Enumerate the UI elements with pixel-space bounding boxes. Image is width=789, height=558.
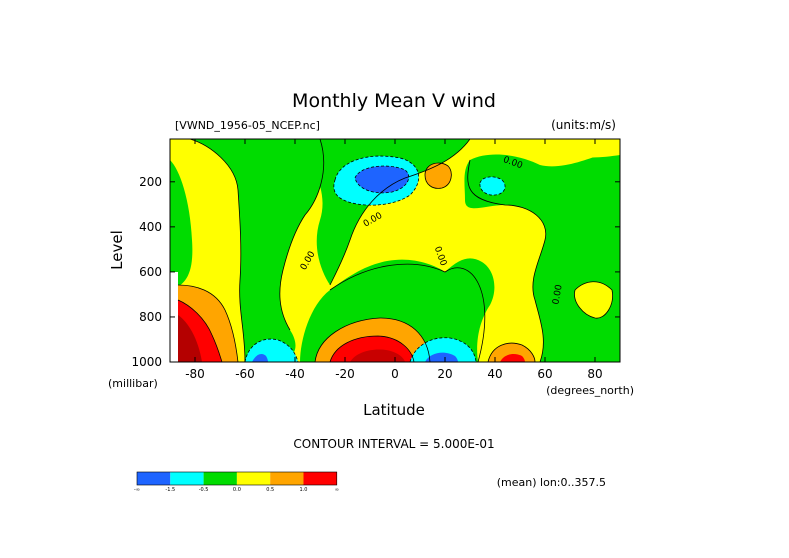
region-darkred-polar: [178, 315, 202, 362]
x-tick-label: -20: [335, 367, 355, 381]
legend-swatch: [236, 472, 271, 485]
contour-lines: [177, 139, 613, 362]
y-axis-units: (millibar): [108, 377, 158, 390]
dataset-label: [VWND_1956-05_NCEP.nc]: [175, 119, 320, 132]
x-tick-label: 40: [487, 367, 502, 381]
legend-tick-label: -0.5: [199, 487, 209, 493]
y-axis: 200 400 600 800 1000: [131, 175, 620, 369]
legend-swatch: [137, 472, 171, 485]
x-axis: -80 -60 -40 -20 0 20 40 60 80: [185, 139, 603, 381]
region-green-southern: [190, 139, 324, 362]
y-tick-label: 1000: [131, 355, 162, 369]
legend-tick-label: -∞: [134, 487, 140, 493]
y-tick-label: 200: [139, 175, 162, 189]
region-blue-south: [252, 354, 268, 362]
region-orange-north-surface: [488, 343, 535, 362]
y-axis-label: Level: [108, 230, 126, 270]
legend-swatch: [203, 472, 237, 485]
region-blue-surface: [425, 352, 458, 362]
region-blue-jet: [355, 166, 409, 193]
contour-interval-note: CONTOUR INTERVAL = 5.000E-01: [293, 437, 494, 451]
units-label: (units:m/s): [551, 118, 616, 132]
x-axis-units: (degrees_north): [546, 384, 634, 397]
contour-lines-negative: [244, 155, 506, 362]
region-cyan-north: [479, 176, 506, 196]
region-orange-upper: [425, 163, 452, 189]
legend-swatch: [303, 472, 337, 485]
chart-title: Monthly Mean V wind: [292, 90, 496, 112]
y-tick-label: 400: [139, 220, 162, 234]
x-axis-label: Latitude: [363, 401, 425, 419]
x-tick-label: -80: [185, 367, 205, 381]
legend-tick-label: 1.0: [300, 487, 308, 493]
region-yellow-north-top: [560, 139, 620, 158]
contour-value-label: 0.00: [551, 284, 564, 306]
region-green-upper: [278, 139, 470, 285]
x-tick-label: 0: [391, 367, 399, 381]
region-yellow-north: [574, 281, 613, 319]
legend-tick-label: ∞: [335, 487, 339, 493]
legend-swatch: [170, 472, 204, 485]
x-tick-label: 80: [587, 367, 602, 381]
legend-tick-label: -1.5: [165, 487, 175, 493]
legend-frame: [136, 471, 338, 486]
y-tick-label: 600: [139, 265, 162, 279]
region-red-north-surface: [500, 354, 525, 362]
x-tick-label: -60: [235, 367, 255, 381]
region-darkred-surface: [350, 349, 405, 362]
x-tick-label: 20: [437, 367, 452, 381]
contour-value-label: 0.00: [617, 202, 627, 222]
region-cyan-surface: [410, 337, 476, 362]
legend-tick-label: 0.5: [266, 487, 274, 493]
contour-field: 0.000.000.000.000.000.00: [170, 139, 627, 362]
x-tick-label: 60: [537, 367, 552, 381]
color-legend: -∞ -1.5 -0.5 0.0 0.5 1.0 ∞: [134, 471, 339, 493]
y-tick-label: 800: [139, 310, 162, 324]
x-tick-label: -40: [285, 367, 305, 381]
region-green-polar: [170, 160, 193, 290]
mean-note: (mean) lon:0..357.5: [497, 476, 606, 489]
region-green-northern: [464, 154, 620, 362]
legend-tick-label: 0.0: [233, 487, 241, 493]
legend-swatch: [270, 472, 304, 485]
